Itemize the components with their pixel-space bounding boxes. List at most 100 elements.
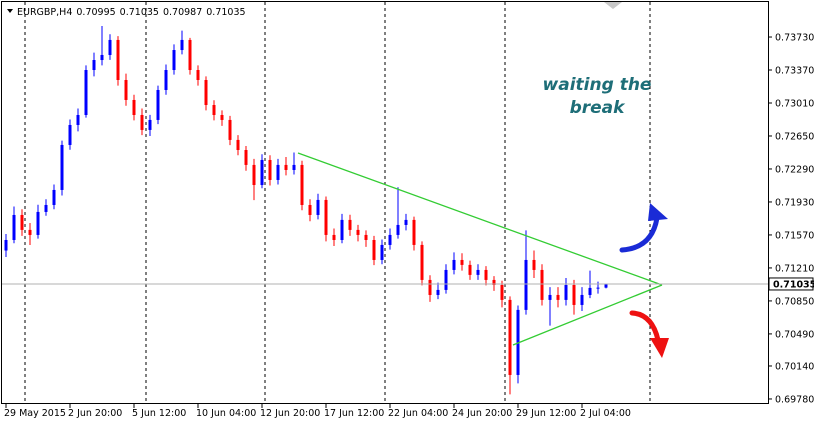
candle-body [508,299,512,375]
candle-body [300,164,304,205]
y-tick-label: 0.70140 [775,361,814,372]
candle-body [116,39,120,80]
candle-body [340,219,344,240]
candle-body [20,214,24,230]
upper-trendline [297,152,663,286]
x-tick-label: 24 Jun 20:00 [452,408,512,419]
candle-body [404,219,408,225]
candle-body [92,60,96,71]
candle-body [484,269,488,280]
candle-body [108,39,112,55]
candle-body [284,164,288,170]
x-tick-label: 2 Jun 20:00 [68,408,122,419]
candle-body [292,164,296,170]
candle-body [356,229,360,235]
candle-body [28,229,32,235]
candle-body [36,211,40,235]
candle-body [524,259,528,310]
candle-body [276,164,280,180]
candle-body [540,269,544,300]
y-tick-label: 0.73010 [775,98,814,109]
candle-body [52,189,56,205]
y-tick-label: 0.73730 [775,33,814,44]
candle-body [188,39,192,71]
chart-header: EURGBP,H4 0.70995 0.71035 0.70987 0.71035 [17,7,246,18]
candle-body [348,219,352,230]
current-price-box [768,277,814,291]
candle-body [268,159,272,180]
x-tick-label: 10 Jun 04:00 [196,408,256,419]
candle-body [148,119,152,130]
candle-body [492,279,496,285]
up-arrow [619,215,660,253]
candle-body [44,204,48,212]
candle-body [220,114,224,120]
y-tick-label: 0.71930 [775,197,814,208]
current-price-label: 0.71035 [773,279,814,290]
candle-body [100,54,104,61]
candle-body [532,259,536,270]
candle-body [316,199,320,215]
candle-body [428,279,432,295]
y-tick-label: 0.69780 [775,394,814,405]
candle-body [372,239,376,260]
candle-body [308,204,312,215]
candle-body [4,239,8,251]
y-tick-label: 0.71570 [775,230,814,241]
candle-body [12,214,16,240]
candle-body [324,199,328,235]
candle-body [548,294,552,300]
period-separators [24,2,651,403]
candle-body [156,89,160,120]
candle-body [364,234,368,240]
y-tick-label: 0.70490 [775,329,814,340]
candle-body [196,70,200,80]
x-tick-label: 17 Jun 12:00 [324,408,384,419]
candle-body [412,219,416,245]
candle-body [380,244,384,260]
candle-body [604,283,608,288]
candle-body [212,105,216,115]
candle-body [452,259,456,270]
candle-body [132,99,136,115]
candle-body [460,259,464,265]
candle-body [444,269,448,290]
candle-body [84,70,88,115]
x-tick-label: 12 Jun 20:00 [260,408,320,419]
candle-body [388,234,392,245]
candle-body [244,150,248,165]
candle-body [580,294,584,305]
candle-body [76,114,80,125]
header-value: 0.70995 [76,7,115,18]
candle-body [436,289,440,295]
menu-triangle[interactable] [7,9,13,13]
triangle-pattern [297,152,663,346]
y-tick-label: 0.72290 [775,164,814,175]
x-tick-label: 29 Jun 12:00 [516,408,576,419]
candle-body [180,39,184,51]
header-value: 0.70987 [163,7,202,18]
up-arrowhead [648,203,668,221]
candle-body [172,50,176,71]
shift-marker [604,2,622,9]
candle-body [164,70,168,90]
candle-body [260,159,264,186]
candle-body [420,244,424,280]
candle-body [564,284,568,300]
candle-body [588,287,592,295]
candle-body [60,144,64,190]
x-tick-label: 22 Jun 04:00 [388,408,448,419]
candles [4,26,608,395]
candle-body [228,119,232,140]
candle-body [500,284,504,300]
candle-body [556,294,560,300]
down-arrow [629,310,661,343]
y-tick-label: 0.73370 [775,66,814,77]
x-tick-label: 29 May 2015 [4,408,66,419]
candle-body [596,287,600,289]
annotation: waiting the break [542,75,652,118]
x-tick-label: 2 Jul 04:00 [580,408,631,419]
y-tick-label: 0.72650 [775,131,814,142]
